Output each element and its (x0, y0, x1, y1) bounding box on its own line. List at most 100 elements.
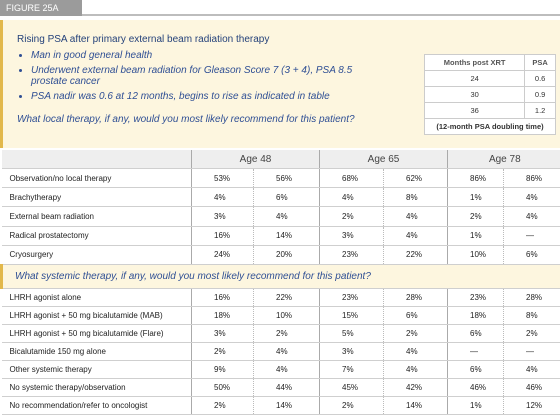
cell: 8% (503, 306, 560, 325)
cell: 3% (191, 206, 254, 227)
cell: 50% (191, 378, 254, 397)
cell: 6% (383, 306, 448, 325)
cell: 86% (503, 168, 560, 189)
cell: 15% (319, 306, 384, 325)
psa-cell: 30 (423, 86, 526, 103)
cell: 68% (319, 168, 384, 189)
cell: 23% (447, 288, 504, 307)
cell: 2% (252, 324, 320, 343)
data-row: LHRH agonist + 50 mg bicalutamide (Flare… (1, 324, 560, 343)
psa-header-row: Months post XRT PSA (423, 54, 556, 71)
cell: 20% (252, 245, 320, 265)
cell: 14% (252, 226, 320, 246)
data-row: Cryosurgery 24% 20% 23% 22% 10% 6% (1, 245, 560, 265)
cell: 2% (319, 206, 384, 227)
case-bullets: Man in good general health Underwent ext… (17, 50, 371, 106)
cell: 22% (383, 245, 448, 265)
cell: 42% (383, 378, 448, 397)
cell: 2% (383, 324, 448, 343)
cell: 1% (447, 226, 504, 246)
cell: 4% (503, 187, 560, 208)
cell: 56% (252, 168, 320, 189)
data-row: Other systemic therapy 9% 4% 7% 4% 6% 4% (1, 360, 560, 379)
psa-footnote-row: (12-month PSA doubling time) (424, 118, 556, 135)
psa-row: 36 1.2 (423, 102, 556, 119)
data-row: Radical prostatectomy 16% 14% 3% 4% 1% — (1, 226, 560, 246)
psa-cell: 36 (423, 102, 526, 119)
psa-cell: 1.2 (524, 102, 556, 119)
case-box: Rising PSA after primary external beam r… (0, 20, 560, 148)
cell: 4% (383, 226, 448, 246)
question: What local therapy, if any, would you mo… (17, 114, 355, 125)
data-row: No systemic therapy/observation 50% 44% 45%… (1, 378, 560, 397)
data-row: Bicalutamide 150 mg alone 2% 4% 3% 4% — — (1, 342, 560, 361)
row-label: Radical prostatectomy (1, 226, 192, 246)
rule (82, 14, 560, 16)
psa-cell: 24 (423, 70, 526, 87)
cell: — (503, 226, 560, 246)
cell: 4% (383, 206, 448, 227)
cell: 4% (191, 187, 254, 208)
cell: 4% (319, 187, 384, 208)
row-label: Cryosurgery (1, 245, 192, 265)
age-header: Age 65 (319, 150, 448, 169)
cell: 3% (319, 226, 384, 246)
age-header: Age 78 (447, 150, 560, 169)
cell: 2% (447, 206, 504, 227)
cell: 1% (447, 396, 504, 415)
cell: 4% (252, 360, 320, 379)
cell: 46% (447, 378, 504, 397)
cell: 10% (252, 306, 320, 325)
cell: — (447, 342, 504, 361)
data-row: External beam radiation 3% 4% 2% 4% 2% 4% (1, 206, 560, 227)
cell: 7% (319, 360, 384, 379)
cell: 53% (191, 168, 254, 189)
age-header-row: Age 48 Age 65 Age 78 (1, 150, 560, 169)
cell: 9% (191, 360, 254, 379)
cell: 24% (191, 245, 254, 265)
psa-row: 24 0.6 (423, 70, 556, 87)
cell: 4% (503, 206, 560, 227)
psa-row: 30 0.9 (423, 86, 556, 103)
data-row: No recommendation/refer to oncologist 2% 1… (1, 396, 560, 415)
cell: 2% (191, 396, 254, 415)
cell: 4% (383, 360, 448, 379)
age-header: Age 48 (190, 150, 320, 169)
cell: 86% (447, 168, 504, 189)
cell: 5% (319, 324, 384, 343)
row-label: Other systemic therapy (1, 360, 192, 379)
cell: 62% (383, 168, 448, 189)
row-label: Observation/no local therapy (1, 168, 192, 189)
psa-footnote: (12-month PSA doubling time) (424, 118, 556, 135)
data-row: Brachytherapy 4% 6% 4% 8% 1% 4% (1, 187, 560, 208)
cell: 2% (503, 324, 560, 343)
cell: 1% (447, 187, 504, 208)
cell: 28% (383, 288, 448, 307)
cell: 4% (383, 342, 448, 361)
cell: 12% (503, 396, 560, 415)
cell: 10% (447, 245, 504, 265)
cell: 44% (252, 378, 320, 397)
row-label: External beam radiation (1, 206, 192, 227)
cell: 4% (503, 360, 560, 379)
cell: 45% (319, 378, 384, 397)
cell: 16% (191, 226, 254, 246)
systemic-question: What systemic therapy, if any, would you… (0, 264, 560, 289)
row-label: No systemic therapy/observation (1, 378, 192, 397)
row-label: Bicalutamide 150 mg alone (1, 342, 192, 361)
cell: 3% (319, 342, 384, 361)
psa-cell: 0.6 (524, 70, 556, 87)
cell: 18% (191, 306, 254, 325)
question-row: What systemic therapy, if any, would you… (0, 264, 560, 289)
cell: 3% (191, 324, 254, 343)
cell: 28% (503, 288, 560, 307)
cell: 4% (252, 342, 320, 361)
data-row: LHRH agonist + 50 mg bicalutamide (MAB) 1… (1, 306, 560, 325)
psa-header: Months post XRT (423, 54, 526, 71)
cell: 23% (319, 245, 384, 265)
cell: 8% (383, 187, 448, 208)
data-row: LHRH agonist alone 16% 22% 23% 28% 23% 28% (1, 288, 560, 307)
psa-table: Months post XRT PSA 24 0.6 30 0.9 36 1.2 (12-mon… (423, 54, 556, 135)
row-label: LHRH agonist + 50 mg bicalutamide (Flare… (1, 324, 192, 343)
